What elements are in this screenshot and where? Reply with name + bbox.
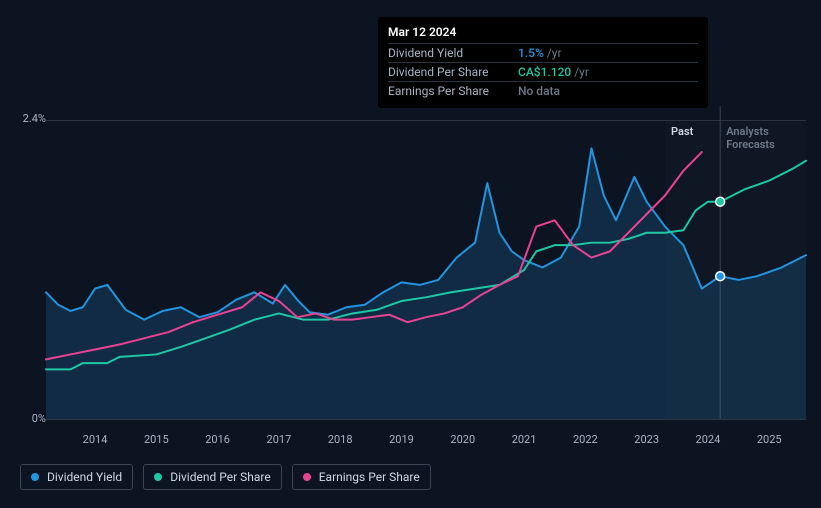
y-tick-label: 0% bbox=[32, 412, 46, 425]
past-label: Past bbox=[671, 125, 693, 138]
legend-label: Earnings Per Share bbox=[319, 470, 420, 484]
legend-item[interactable]: Dividend Yield bbox=[20, 464, 133, 490]
tooltip-value: No data bbox=[518, 84, 560, 98]
x-tick-label: 2021 bbox=[512, 433, 537, 446]
chart-tooltip: Mar 12 2024 Dividend Yield1.5%/yrDividen… bbox=[378, 17, 708, 108]
tooltip-value: 1.5% bbox=[518, 46, 544, 60]
tooltip-label: Dividend Yield bbox=[388, 46, 518, 60]
legend-item[interactable]: Dividend Per Share bbox=[143, 464, 282, 490]
tooltip-row: Earnings Per ShareNo data bbox=[388, 81, 698, 100]
y-tick-label: 2.4% bbox=[23, 112, 46, 125]
tooltip-unit: /yr bbox=[547, 46, 562, 60]
x-tick-label: 2018 bbox=[328, 433, 353, 446]
x-tick-label: 2022 bbox=[573, 433, 598, 446]
legend-dot bbox=[303, 473, 311, 481]
legend-dot bbox=[31, 473, 39, 481]
x-tick-label: 2016 bbox=[205, 433, 230, 446]
legend-dot bbox=[154, 473, 162, 481]
tooltip-label: Earnings Per Share bbox=[388, 84, 518, 98]
x-tick-label: 2017 bbox=[267, 433, 292, 446]
chart-svg bbox=[46, 121, 806, 419]
tooltip-rows: Dividend Yield1.5%/yrDividend Per ShareC… bbox=[388, 43, 698, 100]
tooltip-row: Dividend Per ShareCA$1.120/yr bbox=[388, 62, 698, 81]
plot-area[interactable]: Past Analysts Forecasts bbox=[46, 120, 806, 420]
x-tick-label: 2025 bbox=[757, 433, 782, 446]
legend-label: Dividend Per Share bbox=[170, 470, 271, 484]
x-tick-label: 2024 bbox=[696, 433, 721, 446]
legend-item[interactable]: Earnings Per Share bbox=[292, 464, 431, 490]
legend-label: Dividend Yield bbox=[47, 470, 122, 484]
tooltip-row: Dividend Yield1.5%/yr bbox=[388, 43, 698, 62]
x-tick-label: 2015 bbox=[144, 433, 169, 446]
x-tick-label: 2014 bbox=[83, 433, 108, 446]
x-tick-label: 2019 bbox=[389, 433, 414, 446]
legend: Dividend Yield Dividend Per Share Earnings… bbox=[20, 464, 431, 490]
tooltip-unit: /yr bbox=[574, 65, 589, 79]
tooltip-value: CA$1.120 bbox=[518, 65, 571, 79]
x-tick-label: 2020 bbox=[450, 433, 475, 446]
forecast-label: Analysts Forecasts bbox=[726, 125, 806, 151]
x-tick-label: 2023 bbox=[634, 433, 659, 446]
chart-container: Mar 12 2024 Dividend Yield1.5%/yrDividen… bbox=[18, 0, 803, 450]
tooltip-date: Mar 12 2024 bbox=[388, 25, 698, 39]
tooltip-label: Dividend Per Share bbox=[388, 65, 518, 79]
